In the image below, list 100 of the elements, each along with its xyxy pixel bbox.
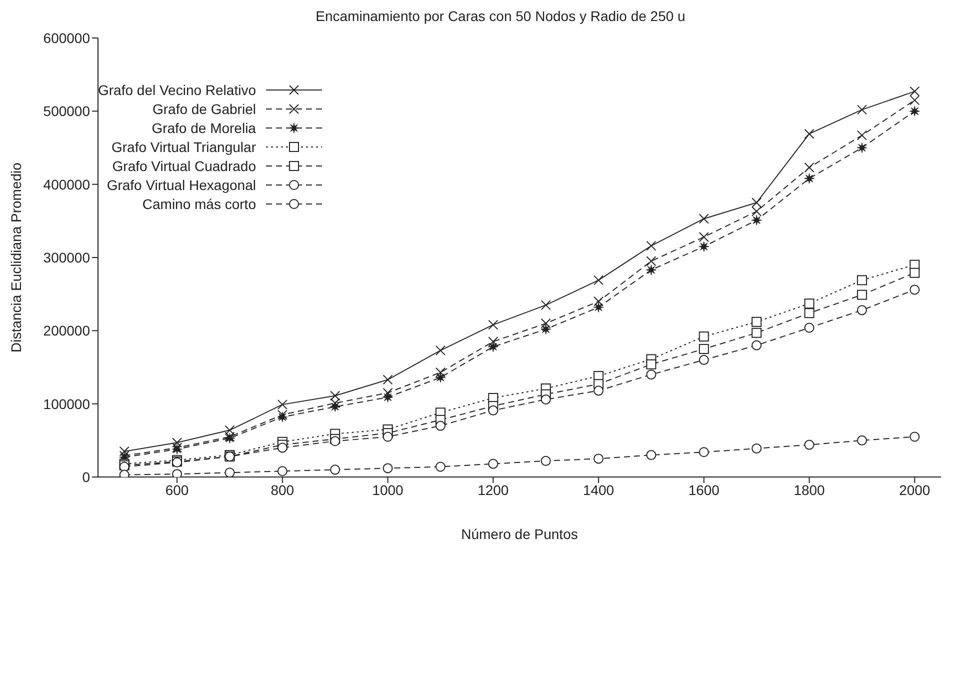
point [382,388,393,398]
point [594,275,604,286]
point [752,316,762,327]
y-tick-label: 0 [82,468,90,485]
point [382,432,393,442]
point [277,400,288,410]
point [172,438,182,448]
point [330,436,340,446]
point [277,466,288,476]
x-tick-label: 1000 [372,482,404,498]
point [435,462,446,472]
legend-label: Camino más corto [142,196,256,212]
point [698,214,709,224]
y-tick-label: 300000 [43,249,90,266]
point [488,458,498,469]
point [593,302,604,313]
point [752,340,762,350]
legend-label: Grafo del Vecino Relativo [98,82,256,98]
y-tick-label: 200000 [43,322,90,339]
point [910,284,920,295]
point [856,130,867,140]
x-tick-label: 1400 [582,482,614,498]
point [488,320,498,330]
point [910,432,920,442]
point [646,450,656,460]
point [909,106,920,116]
point [752,198,762,208]
point [751,214,762,226]
point [594,296,604,306]
point [488,341,498,352]
x-tick-label: 1800 [794,482,826,498]
y-tick-label: 500000 [43,103,90,120]
x-tick-label: 1200 [478,482,509,498]
point [752,328,762,338]
point [856,290,867,300]
point [435,345,446,356]
point [646,240,656,251]
point [540,394,551,404]
legend-label: Grafo Virtual Hexagonal [106,176,256,192]
point [698,241,710,252]
point [382,463,393,474]
point [804,173,815,184]
point [856,275,867,286]
point [382,374,393,385]
legend-label: Grafo de Morelia [152,120,256,136]
point [488,336,498,347]
point [856,435,867,446]
point [172,469,182,477]
point [804,162,814,173]
point [698,332,709,342]
point [804,322,814,333]
legend-label: Grafo Virtual Triangular [112,138,256,154]
x-tick-label: 600 [165,482,189,498]
point [646,256,656,266]
point [224,468,235,477]
point [698,447,709,458]
chart-title: Encaminamiento por Caras con 50 Nodos y Radio de 250 u [314,8,686,26]
point [277,442,288,453]
point [435,420,446,431]
point [330,401,340,412]
point [435,372,446,383]
point [804,440,814,450]
x-tick-label: 1600 [688,482,720,498]
x-tick-label: 2000 [899,482,930,498]
point [540,324,552,335]
point [804,308,814,318]
y-tick-label: 400000 [43,176,90,192]
point [752,206,762,216]
y-axis-title: Distancia Euclidiana Promedio [8,162,24,352]
point [646,264,657,276]
x-axis-title: Número de Puntos [461,526,578,542]
point [540,456,551,466]
point [856,142,868,154]
point [330,464,340,475]
point [804,128,814,139]
point [540,300,551,310]
point [277,410,288,420]
point [856,305,867,316]
y-tick-label: 600000 [43,30,90,46]
point [698,354,709,365]
point [330,398,340,408]
point [224,425,235,436]
legend-label: Grafo de Gabriel [152,100,256,116]
point [910,95,920,106]
point [488,405,498,416]
point [698,232,709,242]
point [119,446,130,456]
legend-label: Grafo Virtual Cuadrado [112,158,256,174]
x-tick-label: 800 [270,482,294,498]
point [804,298,814,309]
point [540,318,551,328]
point [277,412,288,422]
point [646,359,656,370]
point [435,367,446,378]
point [594,454,604,464]
point [910,268,920,278]
point [856,104,867,115]
point [594,386,604,396]
y-tick-label: 100000 [43,396,90,412]
point [698,344,709,354]
